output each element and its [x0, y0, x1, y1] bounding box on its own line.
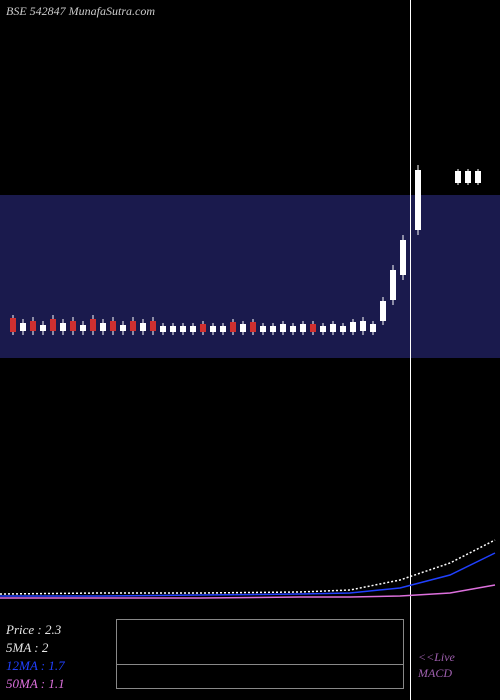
candle: [10, 315, 16, 335]
candle: [130, 317, 136, 335]
candle: [110, 317, 116, 335]
live-label: <<Live: [418, 650, 455, 665]
candle: [260, 323, 266, 335]
candle: [340, 323, 346, 335]
watermark-label: MunafaSutra.com: [69, 4, 155, 18]
ticker-label: BSE 542847: [6, 4, 66, 18]
candle: [220, 323, 226, 335]
candle: [170, 323, 176, 335]
candle: [120, 321, 126, 335]
candle: [320, 323, 326, 335]
legend-item: 50MA : 1.1: [6, 676, 65, 692]
legend-item: Price : 2.3: [6, 622, 61, 638]
candle: [180, 323, 186, 335]
candle: [150, 317, 156, 335]
macd-label: MACD: [418, 666, 452, 681]
candle: [30, 317, 36, 335]
candle: [60, 319, 66, 335]
candle: [330, 321, 336, 335]
candle: [230, 319, 236, 335]
legend-divider: [116, 664, 404, 665]
candle: [40, 321, 46, 335]
candle: [80, 321, 86, 335]
candle: [20, 319, 26, 335]
candle: [390, 265, 396, 305]
chart-header: BSE 542847 MunafaSutra.com: [6, 4, 155, 19]
candle: [290, 323, 296, 335]
candle: [380, 297, 386, 325]
candle: [455, 169, 461, 185]
candle: [475, 169, 481, 185]
candle: [50, 315, 56, 335]
candle: [140, 319, 146, 335]
ma5-line: [0, 540, 495, 594]
candle: [160, 323, 166, 335]
cursor-vline: [410, 0, 411, 700]
legend-box: [116, 619, 404, 689]
candle: [280, 321, 286, 335]
ma50-line: [0, 585, 495, 598]
candle: [200, 321, 206, 335]
candle: [400, 235, 406, 280]
candle: [250, 319, 256, 335]
candle: [210, 323, 216, 335]
legend-item: 12MA : 1.7: [6, 658, 65, 674]
candle: [350, 319, 356, 335]
legend-item: 5MA : 2: [6, 640, 48, 656]
candle: [100, 319, 106, 335]
candle: [270, 323, 276, 335]
candle: [465, 169, 471, 185]
candle: [240, 321, 246, 335]
candle: [360, 317, 366, 335]
candle: [415, 165, 421, 235]
candle: [70, 317, 76, 335]
candle: [370, 321, 376, 335]
ma12-line: [0, 553, 495, 596]
candle: [90, 315, 96, 335]
candle: [310, 321, 316, 335]
candle: [300, 321, 306, 335]
candle: [190, 323, 196, 335]
